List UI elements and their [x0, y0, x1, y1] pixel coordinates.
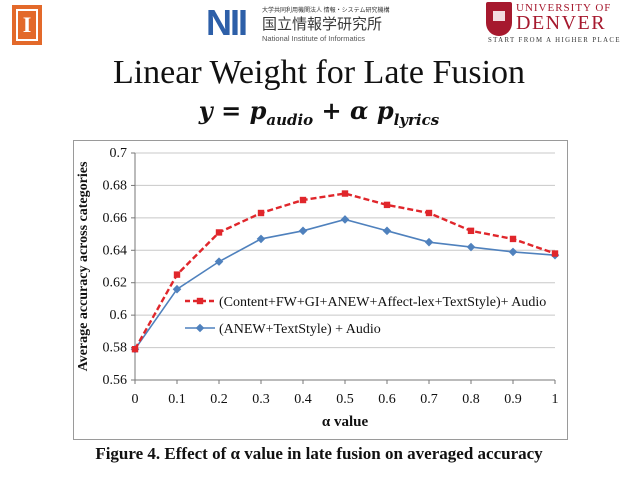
y-tick-label: 0.62 — [103, 276, 128, 291]
y-tick-label: 0.6 — [110, 308, 128, 323]
series-2-point — [256, 234, 266, 244]
formula-p-audio: p — [249, 96, 267, 125]
x-tick-label: 0.8 — [462, 392, 480, 407]
slide-title: Linear Weight for Late Fusion — [112, 54, 526, 91]
y-axis-label: Average accuracy across categories — [76, 161, 91, 371]
series-1-point — [425, 209, 433, 217]
accuracy-line-chart: 0.56 0.58 0.6 0.62 0.64 0.66 0.68 0.7 0 0.1 0.2 0.3… — [73, 140, 568, 440]
series-1-point — [257, 209, 265, 217]
series-1-point — [299, 196, 307, 204]
y-tick-label: 0.64 — [103, 243, 128, 258]
legend-entry: (ANEW+TextStyle) + Audio — [219, 322, 381, 337]
x-tick-label: 0.5 — [336, 392, 354, 407]
x-tick-label: 0.1 — [168, 392, 186, 407]
formula-lyrics-subscript: lyrics — [393, 110, 440, 129]
y-tick-label: 0.58 — [103, 341, 128, 356]
series-1-point — [131, 345, 139, 353]
series-2-point — [172, 284, 182, 294]
formula-p-lyrics: p — [368, 96, 394, 125]
series-1-point — [341, 190, 349, 197]
denver-logo-line1: UNIVERSITY OF — [516, 2, 612, 14]
y-tick-label: 0.56 — [103, 373, 128, 388]
x-tick-label: 0.2 — [210, 392, 228, 407]
y-tick-label: 0.68 — [103, 178, 128, 193]
nii-logo-mark: NII — [206, 2, 248, 43]
series-1-point — [383, 201, 391, 209]
chart-border — [73, 140, 568, 440]
denver-shield-icon — [486, 2, 512, 36]
y-tick-label: 0.7 — [110, 146, 128, 161]
legend-entry: (Content+FW+GI+ANEW+Affect-lex+TextStyle… — [219, 295, 546, 310]
series-2-point — [340, 215, 350, 224]
x-tick-label: 0.9 — [504, 392, 522, 407]
denver-logo-line2: DENVER — [516, 12, 607, 34]
series-2-point — [214, 257, 224, 266]
series-1-point — [551, 250, 559, 257]
legend-marker — [195, 323, 205, 333]
figure-caption: Figure 4. Effect of α value in late fusi… — [95, 444, 543, 463]
illinois-logo: I — [12, 5, 42, 45]
series-1-point — [215, 229, 223, 236]
series-1-point — [173, 271, 181, 278]
formula-audio-subscript: audio — [266, 110, 314, 129]
x-tick-label: 1 — [552, 392, 559, 407]
formula-y: y — [198, 96, 213, 125]
series-line-1 — [133, 192, 556, 350]
x-tick-label: 0.6 — [378, 392, 396, 407]
denver-logo-tagline: START FROM A HIGHER PLACE — [488, 37, 621, 44]
nii-logo-japanese: 国立情報学研究所 — [262, 15, 383, 33]
series-1-point — [467, 227, 475, 235]
legend-marker — [196, 297, 204, 305]
x-tick-label: 0.4 — [294, 392, 312, 407]
y-tick-label: 0.66 — [103, 211, 128, 226]
denver-logo: UNIVERSITY OF DENVER START FROM A HIGHER… — [486, 2, 636, 46]
series-1-point — [509, 235, 517, 243]
nii-logo: NII 大学共同利用機関法人 情報・システム研究機構 国立情報学研究所 Nati… — [206, 3, 406, 45]
x-tick-label: 0.7 — [420, 392, 438, 407]
formula-alpha: α — [350, 96, 369, 125]
x-tick-label: 0 — [132, 392, 139, 407]
x-axis-label: α value — [322, 414, 369, 430]
formula-plus: + — [313, 96, 350, 125]
formula-equals: = — [212, 96, 250, 125]
fusion-formula: y = paudio + α plyrics — [0, 96, 638, 129]
x-tick-label: 0.3 — [252, 392, 270, 407]
illinois-logo-letter: I — [16, 9, 38, 41]
nii-logo-english: National Institute of Informatics — [262, 34, 365, 43]
nii-logo-top-line: 大学共同利用機関法人 情報・システム研究機構 — [262, 8, 390, 14]
